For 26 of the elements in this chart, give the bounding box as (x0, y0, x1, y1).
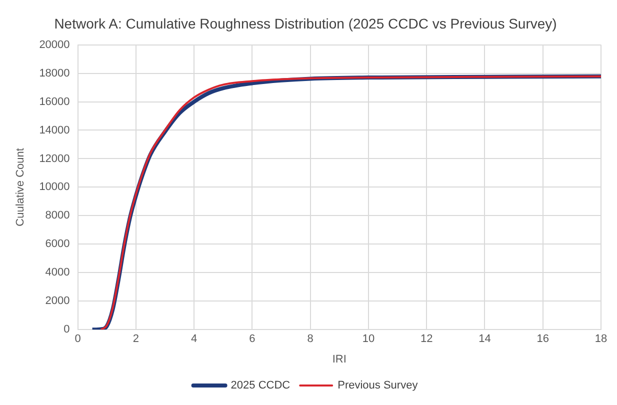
legend-label: Previous Survey (338, 380, 418, 392)
y-tick-label: 6000 (45, 238, 70, 250)
chart-title: Network A: Cumulative Roughness Distribution (2025 CCDC vs Previous Survey) (54, 15, 557, 32)
y-tick-label: 8000 (45, 210, 70, 222)
y-tick-label: 20000 (39, 38, 70, 51)
y-tick-label: 0 (64, 324, 70, 336)
legend-label: 2025 CCDC (230, 380, 290, 392)
x-tick-label: 10 (362, 333, 375, 346)
x-axis-title: IRI (332, 353, 346, 366)
x-tick-label: 14 (478, 333, 491, 346)
x-tick-label: 16 (536, 333, 549, 346)
y-tick-label: 10000 (39, 181, 70, 194)
y-tick-label: 16000 (39, 96, 70, 108)
x-tick-label: 18 (594, 333, 608, 346)
x-tick-label: 0 (74, 333, 81, 346)
x-tick-label: 6 (249, 333, 256, 346)
y-tick-label: 14000 (39, 124, 70, 136)
x-tick-label: 4 (190, 333, 198, 346)
y-tick-label: 2000 (45, 295, 70, 308)
x-tick-label: 12 (420, 333, 433, 346)
x-tick-label: 8 (307, 333, 314, 346)
y-tick-label: 4000 (45, 266, 70, 279)
y-tick-label: 12000 (39, 152, 70, 165)
y-axis-title: Cuulative Count (14, 148, 27, 226)
y-tick-label: 18000 (39, 67, 70, 80)
x-tick-label: 2 (132, 333, 139, 346)
